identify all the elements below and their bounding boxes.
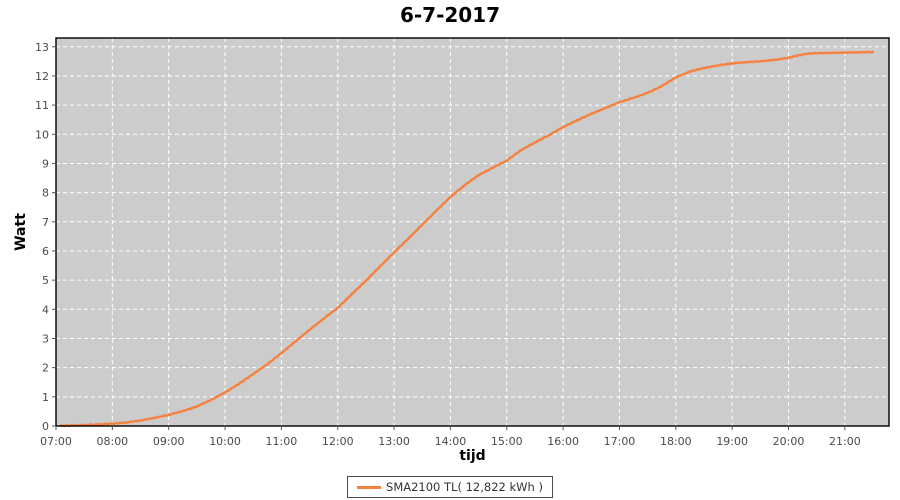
axis-tick-marks — [52, 46, 846, 430]
plot-border — [55, 37, 890, 427]
y-axis-title: Watt — [13, 213, 29, 251]
y-tick-label: 8 — [42, 187, 49, 200]
y-tick-label: 6 — [42, 245, 49, 258]
y-tick-label: 4 — [42, 303, 49, 316]
x-tick-label: 17:00 — [604, 435, 636, 448]
x-tick-label: 07:00 — [40, 435, 72, 448]
series-line — [59, 50, 875, 428]
plot-area: 07:00 08:00 09:00 10:00 11:00 12:00 13:00 14:00… — [35, 37, 890, 448]
legend-series-swatch — [357, 485, 382, 489]
y-tick-label: 12 — [35, 70, 49, 83]
y-tick-label: 7 — [42, 216, 49, 229]
legend: SMA2100 TL( 12,822 kWh ) — [347, 476, 553, 498]
y-tick-label: 5 — [42, 274, 49, 287]
y-tick-label: 1 — [42, 391, 49, 404]
x-tick-label: 09:00 — [153, 435, 185, 448]
chart-title: 6-7-2017 — [399, 3, 501, 27]
x-tick-label: 21:00 — [829, 435, 861, 448]
x-tick-label: 08:00 — [96, 435, 128, 448]
axis-tick-labels: 07:00 08:00 09:00 10:00 11:00 12:00 13:00 14:00… — [35, 41, 861, 448]
x-tick-label: 19:00 — [716, 435, 748, 448]
x-tick-label: 10:00 — [209, 435, 241, 448]
x-tick-label: 18:00 — [660, 435, 692, 448]
y-tick-label: 11 — [35, 99, 49, 112]
x-tick-label: 13:00 — [378, 435, 410, 448]
plot-background — [56, 38, 889, 426]
x-tick-label: 15:00 — [491, 435, 523, 448]
y-tick-label: 0 — [42, 420, 49, 433]
y-tick-label: 3 — [42, 332, 49, 345]
y-tick-label: 10 — [35, 128, 49, 141]
x-tick-label: 14:00 — [435, 435, 467, 448]
x-axis-title: tijd — [459, 448, 486, 464]
legend-series-label: SMA2100 TL( 12,822 kWh ) — [386, 480, 543, 494]
y-tick-label: 9 — [42, 157, 49, 170]
x-tick-label: 12:00 — [322, 435, 354, 448]
y-tick-label: 13 — [35, 41, 49, 54]
x-tick-label: 16:00 — [547, 435, 579, 448]
x-tick-label: 11:00 — [266, 435, 298, 448]
y-tick-label: 2 — [42, 362, 49, 375]
x-tick-label: 20:00 — [773, 435, 805, 448]
